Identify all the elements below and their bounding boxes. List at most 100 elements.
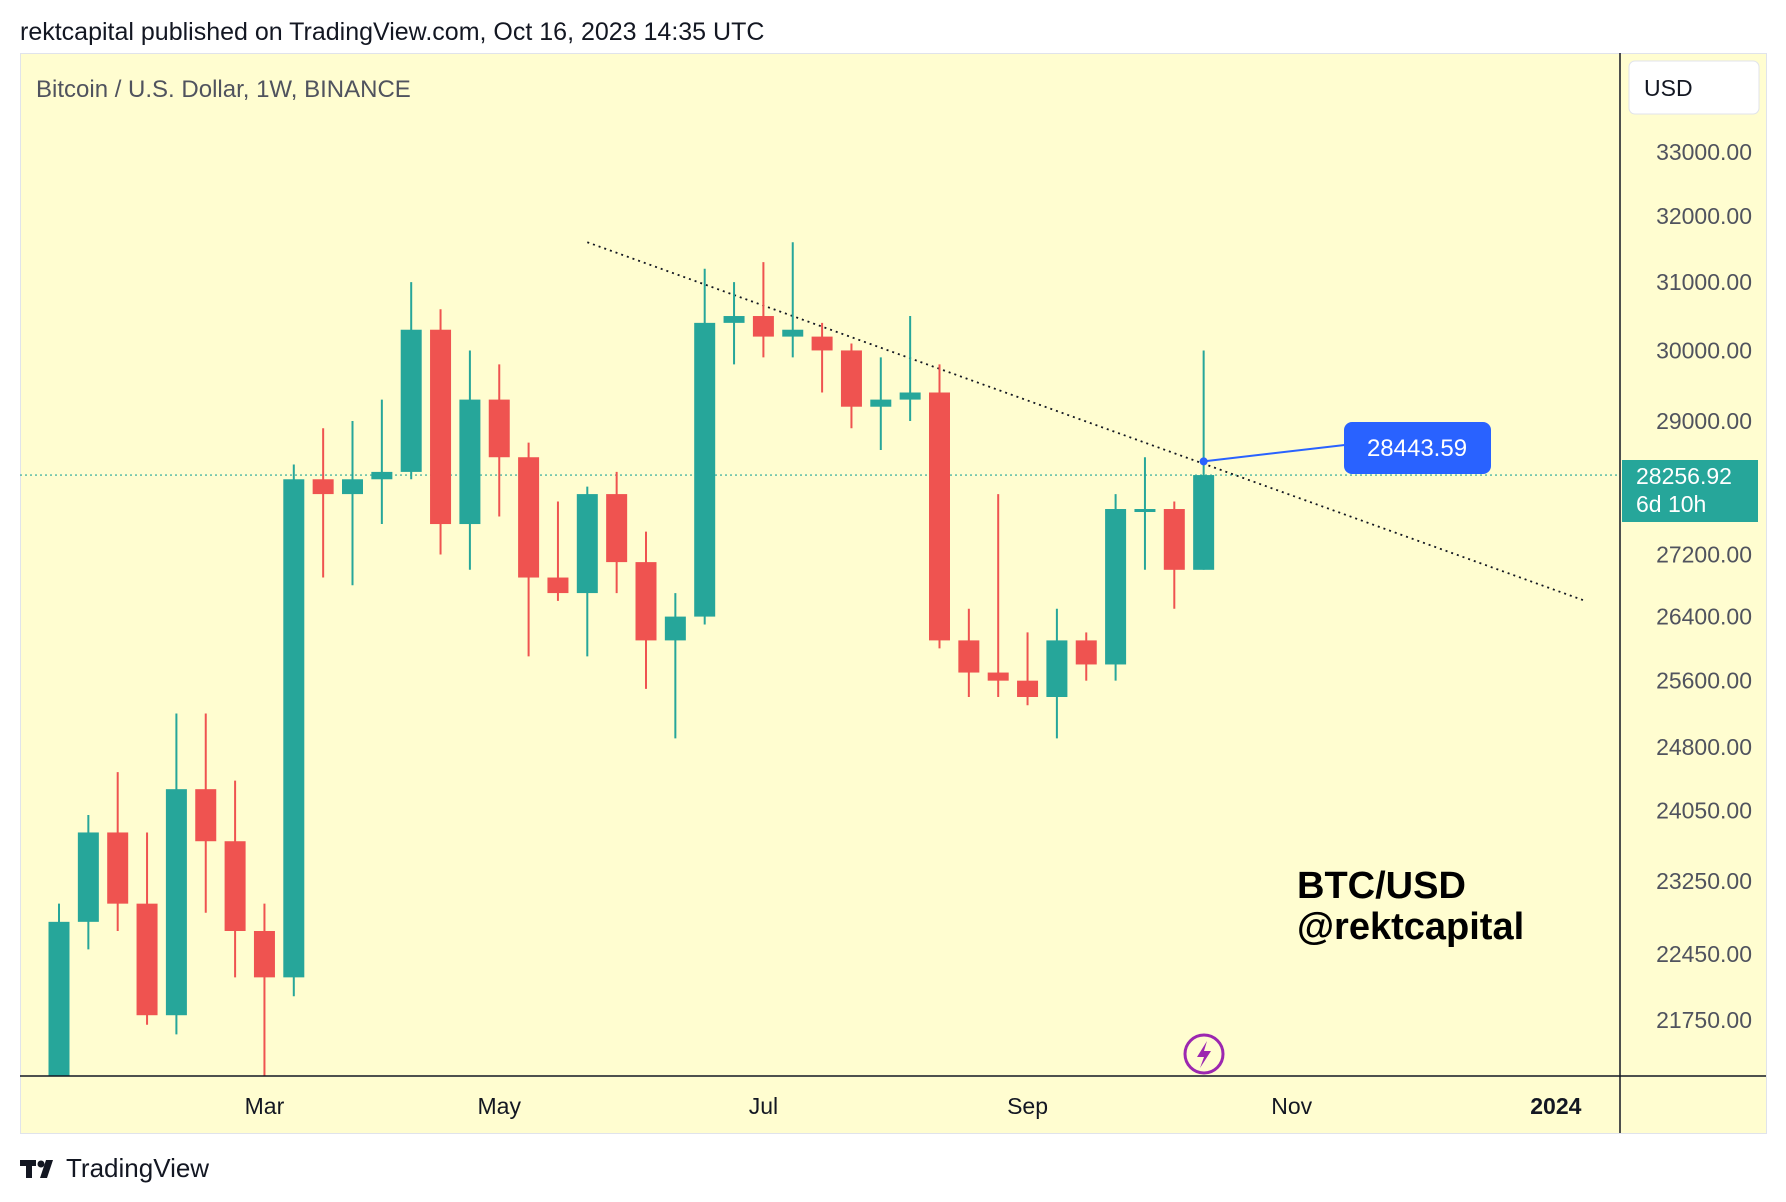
candle-body	[1193, 475, 1215, 570]
candle-up[interactable]	[400, 282, 422, 480]
time-tick-label: Sep	[1007, 1093, 1048, 1119]
candle-body	[312, 479, 334, 495]
trendline[interactable]	[586, 241, 1586, 602]
candle-up[interactable]	[576, 486, 598, 657]
annotation-connector	[1203, 442, 1363, 463]
lightning-icon[interactable]	[1183, 1033, 1225, 1075]
candle-body	[371, 471, 393, 480]
candle-body	[77, 832, 99, 922]
candle-up[interactable]	[1046, 608, 1068, 739]
candle-up[interactable]	[899, 316, 921, 422]
candle-up[interactable]	[77, 815, 99, 950]
publish-info: rektcapital published on TradingView.com…	[20, 18, 765, 46]
candle-down[interactable]	[547, 501, 569, 601]
candle-down[interactable]	[840, 343, 862, 429]
candle-body	[782, 329, 804, 337]
candle-down[interactable]	[430, 309, 452, 555]
candle-body	[694, 322, 716, 617]
candle-down[interactable]	[136, 832, 158, 1025]
candle-up[interactable]	[782, 242, 804, 358]
candle-up[interactable]	[342, 421, 363, 586]
candle-up[interactable]	[459, 350, 481, 570]
trendline-layer	[20, 241, 1620, 602]
candle-up[interactable]	[48, 903, 70, 1076]
candle-body	[723, 316, 745, 323]
annotation-anchor-point[interactable]	[1199, 457, 1208, 466]
candle-body	[459, 399, 481, 525]
candle-down[interactable]	[1163, 501, 1185, 609]
tradingview-footer[interactable]: TradingView	[20, 1153, 209, 1184]
candle-body	[1017, 680, 1039, 697]
candle-up[interactable]	[694, 268, 716, 625]
time-tick-label: Mar	[245, 1093, 285, 1119]
candle-body	[576, 494, 598, 594]
currency-button[interactable]	[1628, 60, 1760, 115]
annotation-label-box[interactable]	[1344, 422, 1491, 474]
price-tick-label: 24050.00	[1656, 798, 1752, 824]
last-price-value: 28256.92	[1636, 463, 1732, 489]
lightning-icon-bolt	[1197, 1041, 1211, 1068]
candle-body	[899, 392, 921, 400]
candle-down[interactable]	[811, 322, 833, 393]
candle-body	[488, 399, 510, 458]
candle-body	[342, 479, 363, 495]
candle-up[interactable]	[1134, 457, 1156, 570]
candle-body	[811, 336, 833, 351]
candle-down[interactable]	[253, 903, 275, 1076]
candle-up[interactable]	[1105, 494, 1127, 681]
candle-down[interactable]	[1075, 632, 1097, 681]
candle-body	[987, 672, 1009, 681]
annotation-label: 28443.59	[1367, 435, 1467, 462]
candle-body	[107, 832, 129, 904]
candle-body	[840, 350, 862, 407]
candle-up[interactable]	[283, 464, 305, 997]
candle-body	[958, 640, 980, 673]
candle-up[interactable]	[371, 399, 393, 525]
candle-body	[195, 789, 217, 842]
candle-body	[253, 930, 275, 978]
candle-down[interactable]	[195, 713, 217, 913]
candle-down[interactable]	[635, 531, 657, 689]
candle-up[interactable]	[870, 357, 892, 450]
candle-body	[547, 577, 569, 594]
candle-body	[430, 329, 452, 525]
candle-up[interactable]	[664, 593, 686, 739]
candle-body	[606, 494, 628, 563]
candle-body	[752, 316, 774, 337]
last-price-tag	[1622, 460, 1758, 522]
watermark-text: @rektcapital	[1297, 906, 1524, 948]
price-tick-label: 27200.00	[1656, 541, 1752, 567]
candle-down[interactable]	[987, 494, 1009, 697]
candle-down[interactable]	[958, 608, 980, 697]
candle-up[interactable]	[165, 713, 187, 1035]
tradingview-logo-icon	[20, 1159, 53, 1178]
price-tick-label: 30000.00	[1656, 337, 1752, 363]
candle-down[interactable]	[312, 428, 334, 578]
candle-up[interactable]	[723, 282, 745, 365]
tradingview-brand: TradingView	[66, 1153, 210, 1183]
candle-down[interactable]	[518, 442, 540, 657]
candle-body	[283, 479, 305, 978]
price-tick-label: 21750.00	[1656, 1007, 1752, 1033]
candle-down[interactable]	[929, 364, 950, 649]
price-tick-label: 33000.00	[1656, 139, 1752, 165]
candle-body	[518, 457, 540, 578]
candle-down[interactable]	[606, 471, 628, 594]
candle-down[interactable]	[107, 772, 129, 931]
price-tick-label: 26400.00	[1656, 604, 1752, 630]
candle-body	[635, 562, 657, 641]
candle-down[interactable]	[224, 780, 246, 978]
lightning-icon-ring	[1183, 1033, 1225, 1075]
candle-down[interactable]	[488, 364, 510, 517]
candle-down[interactable]	[1017, 632, 1039, 706]
price-tick-label: 29000.00	[1656, 408, 1752, 434]
time-tick-label: Jul	[749, 1093, 778, 1119]
candle-down[interactable]	[752, 262, 774, 358]
candle-body	[165, 789, 187, 1016]
candle-body	[664, 616, 686, 641]
time-tick-label: Nov	[1271, 1093, 1312, 1119]
axes-layer: Bitcoin / U.S. Dollar, 1W, BINANCE USD 330…	[20, 53, 1766, 1133]
price-tick-label: 25600.00	[1656, 668, 1752, 694]
